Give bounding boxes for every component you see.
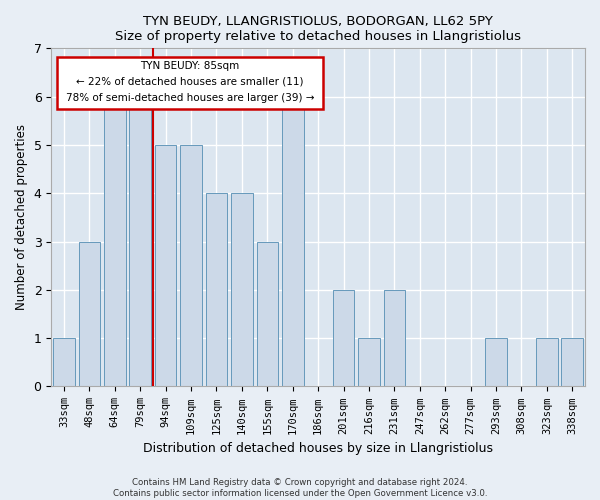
Bar — [536, 338, 557, 386]
Bar — [53, 338, 75, 386]
Bar — [130, 96, 151, 387]
Bar — [562, 338, 583, 386]
X-axis label: Distribution of detached houses by size in Llangristiolus: Distribution of detached houses by size … — [143, 442, 493, 455]
Text: TYN BEUDY: 85sqm: TYN BEUDY: 85sqm — [140, 61, 239, 71]
Text: 78% of semi-detached houses are larger (39) →: 78% of semi-detached houses are larger (… — [66, 93, 314, 103]
Bar — [180, 145, 202, 386]
Bar — [155, 145, 176, 386]
Bar — [485, 338, 507, 386]
Y-axis label: Number of detached properties: Number of detached properties — [15, 124, 28, 310]
Bar — [282, 96, 304, 387]
Title: TYN BEUDY, LLANGRISTIOLUS, BODORGAN, LL62 5PY
Size of property relative to detac: TYN BEUDY, LLANGRISTIOLUS, BODORGAN, LL6… — [115, 15, 521, 43]
Text: Contains HM Land Registry data © Crown copyright and database right 2024.
Contai: Contains HM Land Registry data © Crown c… — [113, 478, 487, 498]
Bar — [358, 338, 380, 386]
Bar — [104, 96, 125, 387]
Bar — [231, 193, 253, 386]
Bar — [257, 242, 278, 386]
Bar — [333, 290, 355, 386]
Bar — [206, 193, 227, 386]
Bar — [79, 242, 100, 386]
FancyBboxPatch shape — [56, 57, 323, 109]
Bar — [383, 290, 405, 386]
Text: ← 22% of detached houses are smaller (11): ← 22% of detached houses are smaller (11… — [76, 76, 304, 86]
